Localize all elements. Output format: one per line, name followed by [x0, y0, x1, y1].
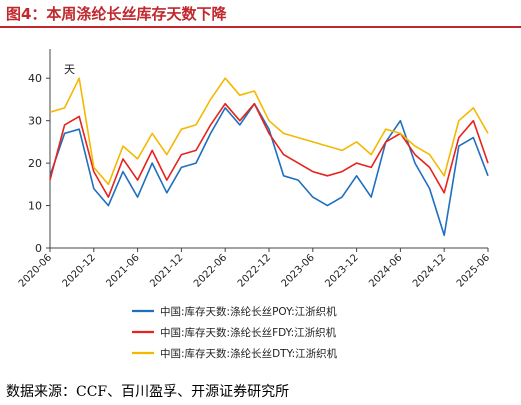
x-tick-label: 2020-12: [61, 252, 98, 289]
x-tick-label: 2022-06: [192, 252, 229, 289]
series-line-3: [49, 77, 489, 186]
header: 图4：本周涤纶长丝库存天数下降: [0, 0, 521, 28]
legend-label-2: 中国:库存天数:涤纶长丝FDY:江浙织机: [160, 326, 337, 339]
x-tick-label: 2020-06: [17, 252, 54, 289]
x-tick-label: 2024-12: [411, 252, 448, 289]
legend-label-3: 中国:库存天数:涤纶长丝DTY:江浙织机: [160, 347, 338, 360]
y-unit-label: 天: [64, 63, 75, 76]
series-line-2: [49, 102, 489, 198]
legend-label-1: 中国:库存天数:涤纶长丝POY:江浙织机: [160, 305, 337, 318]
x-tick-label: 2025-06: [455, 252, 492, 289]
x-tick-label: 2023-12: [323, 252, 360, 289]
series-line-1: [49, 102, 489, 237]
x-tick-label: 2023-06: [280, 252, 317, 289]
y-tick-label: 0: [35, 242, 42, 255]
x-tick-label: 2024-06: [367, 252, 404, 289]
source-note: 数据来源：CCF、百川盈孚、开源证券研究所: [6, 384, 290, 400]
x-tick-label: 2021-12: [148, 252, 185, 289]
y-tick-label: 10: [28, 200, 42, 213]
title-divider: [0, 26, 521, 28]
chart-title: 图4：本周涤纶长丝库存天数下降: [6, 5, 227, 23]
x-tick-label: 2022-12: [236, 252, 273, 289]
y-tick-label: 40: [28, 72, 42, 85]
x-tick-label: 2021-06: [104, 252, 141, 289]
y-tick-label: 30: [28, 115, 42, 128]
y-tick-label: 20: [28, 157, 42, 170]
